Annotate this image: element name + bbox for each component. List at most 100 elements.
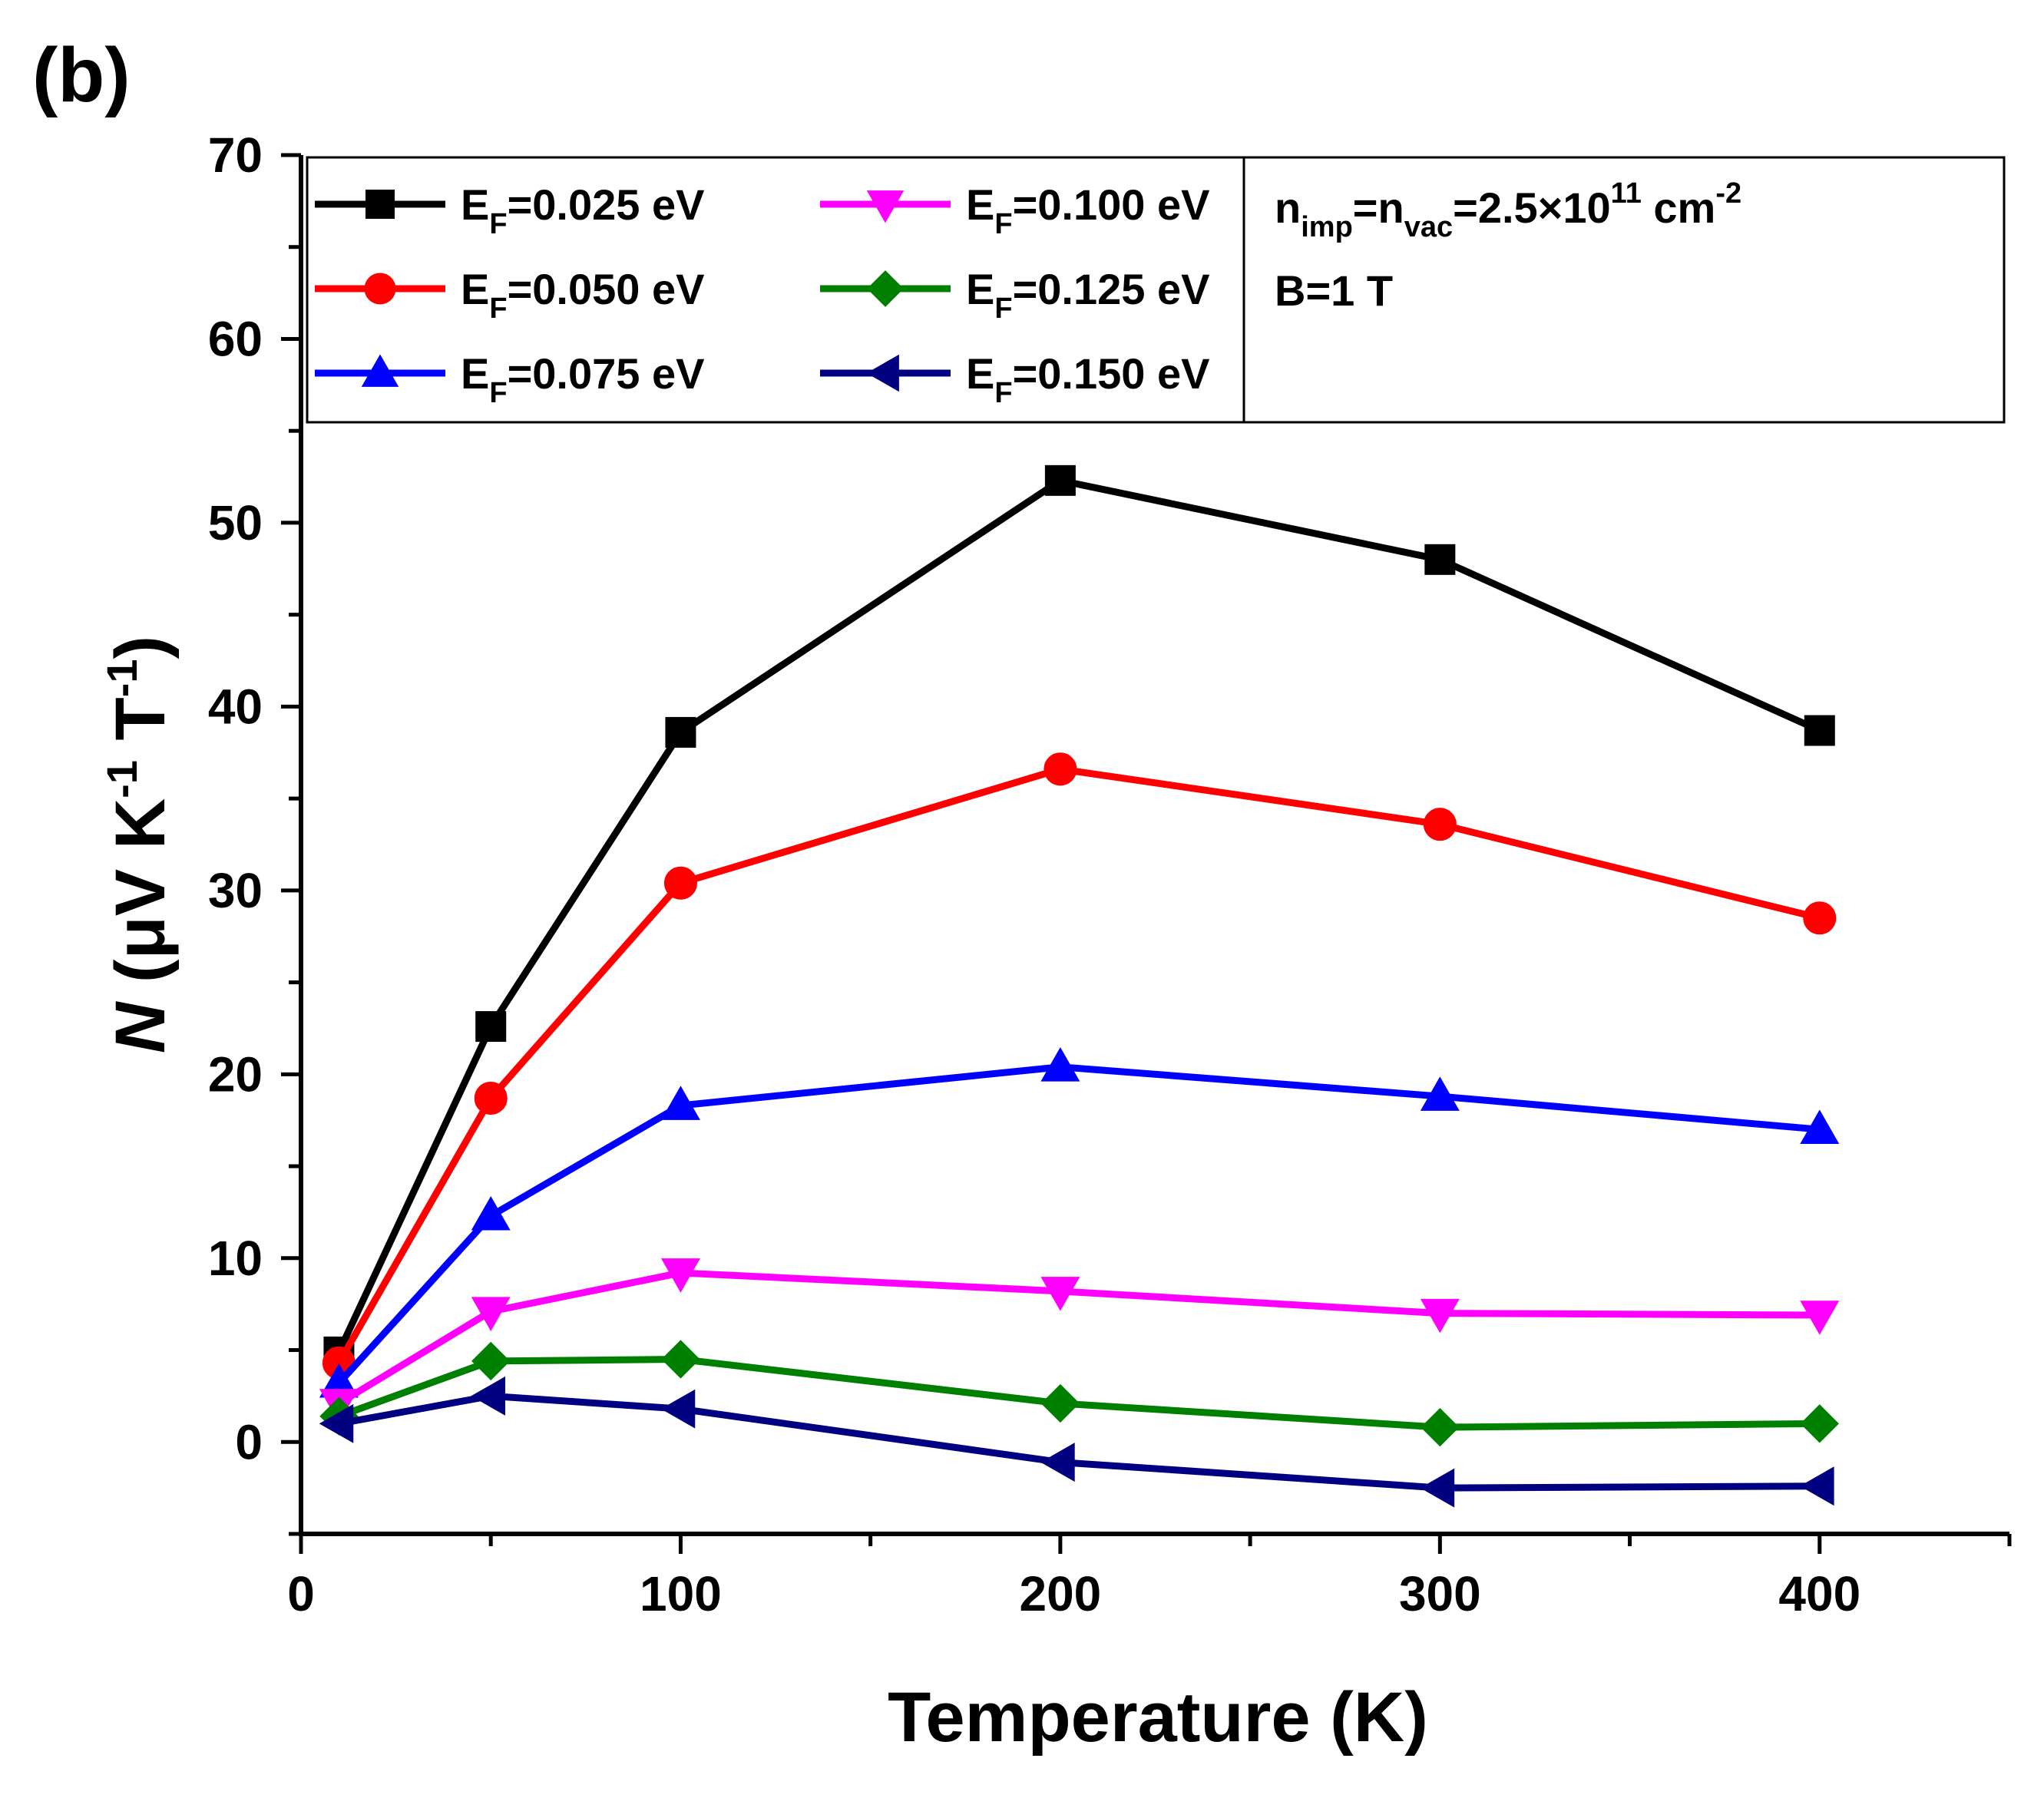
legend-label: EF=0.025 eV [461,180,704,240]
series-line [338,1392,1820,1492]
legend-label-sub: F [489,293,507,325]
data-point [663,866,697,900]
y-axis-mid: T [101,697,180,760]
x-axis-title: Temperature (K) [888,1678,1428,1757]
data-point [475,1011,507,1043]
legend-label: EF=0.075 eV [461,349,704,409]
y-axis-units-prefix: (μV K [101,798,180,1003]
axes [299,155,2009,1536]
data-point [471,1376,506,1416]
annotation-n-imp-sub: imp [1301,211,1353,243]
legend-label-rest: =0.050 eV [508,265,705,313]
y-ticks: 0 10 20 30 40 50 60 70 [208,127,301,1536]
data-point [1804,715,1835,746]
annotation-value-exp: 11 [1611,177,1642,210]
y-axis-title: N (μV K-1 T-1) [98,636,180,1053]
x-ticks: 0 100 200 300 400 [287,1534,2012,1621]
legend-label-sub: F [994,208,1012,240]
data-point [1040,1443,1075,1482]
panel-label: (b) [32,32,131,118]
data-point [1423,808,1457,841]
series-line [336,477,1821,1353]
series-4 [319,1258,1840,1423]
y-tick-label: 70 [208,127,263,183]
data-point [1420,1298,1460,1334]
legend-label-rest: =0.125 eV [1013,265,1210,313]
legend-label-rest: =0.025 eV [508,180,705,229]
data-point [1800,1301,1840,1335]
data-point [665,716,696,748]
data-point [471,1297,511,1332]
legend-item: EF=0.025 eV [315,180,704,240]
legend-label-sub: F [489,208,507,240]
series-line [336,765,1821,1365]
x-tick-label: 0 [287,1566,315,1621]
annotation-unit: cm [1642,183,1716,232]
legend-label-main: E [461,349,489,398]
data-point [474,1081,508,1115]
legend-swatch-marker [365,190,395,219]
x-tick-label: 100 [640,1566,722,1621]
data-point [660,1389,696,1429]
y-axis-units-suffix: ) [101,636,180,659]
legend-swatch-marker [866,354,899,392]
data-point [1043,752,1077,786]
annotation-field: B=1 T [1275,266,1393,315]
legend-item: EF=0.050 eV [315,265,704,325]
legend-label-main: E [966,180,994,229]
y-axis-t-exponent: -1 [98,659,146,697]
legend-label-sub: F [994,377,1012,409]
data-point [1421,1407,1460,1447]
series-3 [319,1046,1840,1398]
x-tick-label: 400 [1778,1566,1860,1621]
legend-label-sub: F [489,377,507,409]
data-point [1800,1109,1840,1144]
series-line [337,1269,1820,1406]
series-1 [323,464,1835,1367]
legend-swatch-marker [364,273,396,305]
legend-label-sub: F [994,293,1012,325]
data-point [1044,464,1076,496]
legend-swatch-marker [866,190,905,223]
legend-item: EF=0.125 eV [820,265,1209,325]
legend-swatch-marker [867,270,904,307]
data-point [1040,1383,1080,1423]
series-line [337,1356,1820,1431]
data-point [471,1195,511,1231]
y-tick-label: 30 [208,863,263,918]
legend-label-main: E [966,349,994,398]
annotation-n-vac-sub: vac [1404,211,1453,243]
data-point [1420,1076,1460,1111]
data-point [1803,901,1837,935]
y-axis-k-exponent: -1 [98,760,146,798]
annotation-n-vac: =n [1353,183,1404,232]
y-tick-label: 50 [208,495,263,550]
series-2 [322,752,1837,1380]
legend-item: EF=0.100 eV [820,180,1209,240]
legend-item: EF=0.150 eV [820,349,1209,409]
legend-item: EF=0.075 eV [315,349,704,409]
data-point [1420,1468,1455,1508]
data-point [1040,1046,1080,1082]
legend-label-rest: =0.075 eV [508,349,705,398]
annotation-densities: nimp=nvac=2.5×1011 cm-2 [1275,177,1741,243]
annotation-box [1242,156,2006,424]
legend-label: EF=0.150 eV [966,349,1209,409]
series-layer [319,464,1840,1508]
series-5 [319,1340,1839,1447]
legend-label-main: E [461,265,489,313]
legend-label-main: E [966,265,994,313]
data-point [661,1340,700,1379]
legend-label-rest: =0.100 eV [1013,180,1210,229]
legend-label: EF=0.125 eV [966,265,1209,325]
data-point [1800,1404,1839,1443]
x-tick-label: 200 [1019,1566,1101,1621]
legend-swatch-marker [361,354,399,387]
data-point [1424,544,1456,575]
annotation-n-imp: n [1275,183,1301,232]
data-point [319,1403,354,1443]
y-axis-symbol: N [101,1000,180,1053]
annotation-unit-exp: -2 [1715,177,1741,210]
